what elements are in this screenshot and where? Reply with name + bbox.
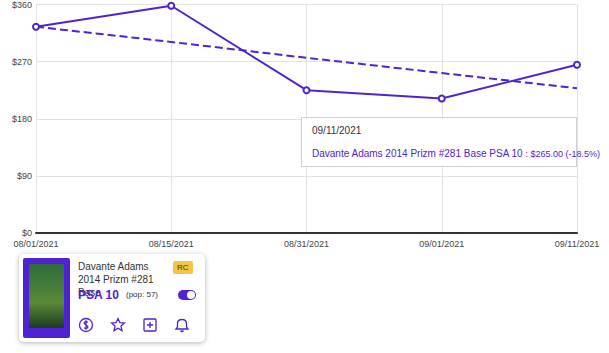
svg-text:09/11/2021: 09/11/2021 — [555, 239, 599, 249]
html-text:RC: RC — [177, 263, 189, 272]
html-text:Davante Adams 2014 Prizm #281: Davante Adams 2014 Prizm #281 Base — [78, 261, 154, 298]
html-text:09/11/2021: 09/11/2021 — [312, 125, 362, 136]
svg-text:08/01/2021: 08/01/2021 — [13, 239, 58, 249]
svg-text:$0: $0 — [22, 228, 32, 238]
svg-text:$270: $270 — [12, 57, 32, 67]
html-text:(pop: 57): (pop: 57) — [126, 290, 158, 299]
html-text:Davante Adams 2014 Prizm #281: Davante Adams 2014 Prizm #281 Base PSA 1… — [312, 148, 600, 159]
svg-text:$90: $90 — [17, 171, 32, 181]
svg-text:08/15/2021: 08/15/2021 — [149, 239, 194, 249]
svg-text:08/31/2021: 08/31/2021 — [284, 239, 329, 249]
svg-text:09/01/2021: 09/01/2021 — [419, 239, 464, 249]
svg-text:$180: $180 — [12, 114, 32, 124]
html-text:PSA 10: PSA 10 — [78, 288, 119, 302]
svg-text:$360: $360 — [12, 0, 32, 10]
